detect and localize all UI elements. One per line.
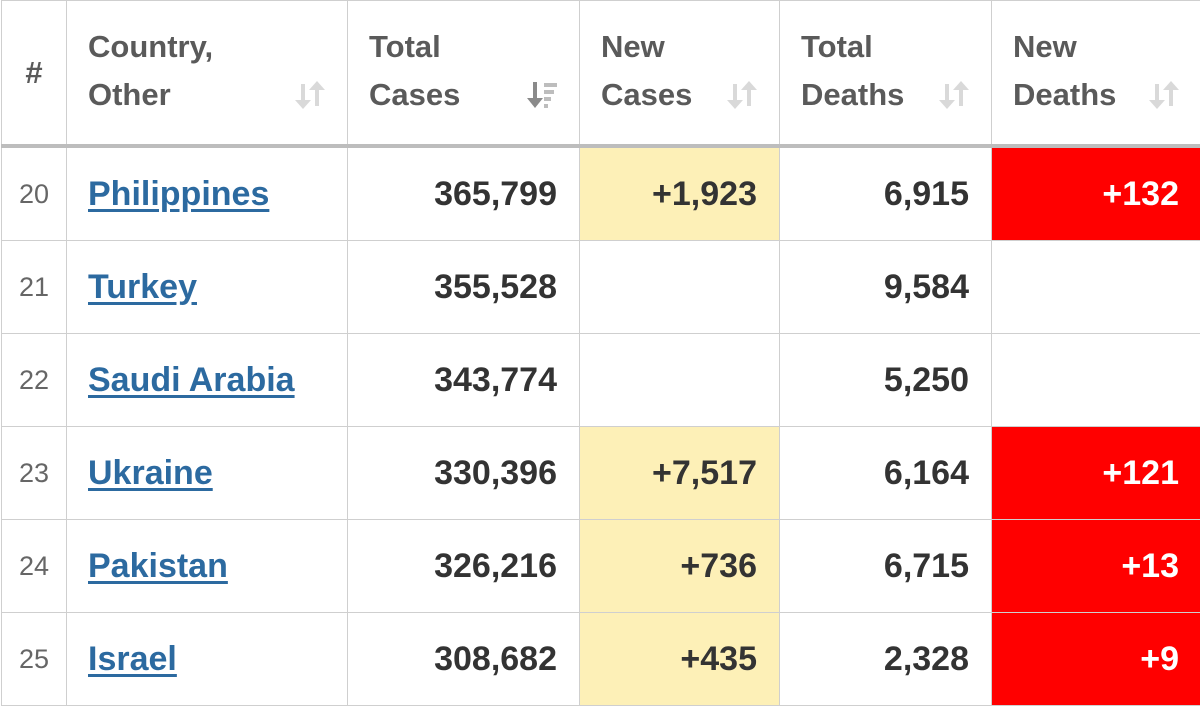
- table-row: 22 Saudi Arabia 343,774 5,250: [1, 333, 1200, 427]
- country-link[interactable]: Saudi Arabia: [88, 360, 295, 399]
- total-deaths-cell: 6,164: [779, 426, 992, 520]
- country-link[interactable]: Philippines: [88, 174, 270, 213]
- country-cell: Ukraine: [66, 426, 348, 520]
- header-country[interactable]: Country, Other: [66, 0, 348, 147]
- new-deaths-cell: +121: [991, 426, 1200, 520]
- new-cases-cell: [579, 240, 780, 334]
- country-link[interactable]: Turkey: [88, 267, 197, 306]
- rank-cell: 25: [1, 612, 67, 706]
- header-total-deaths[interactable]: Total Deaths: [779, 0, 992, 147]
- rank-cell: 22: [1, 333, 67, 427]
- sort-arrows-icon[interactable]: [725, 78, 759, 112]
- rank-cell: 23: [1, 426, 67, 520]
- total-cases-cell: 308,682: [347, 612, 580, 706]
- sort-descending-icon[interactable]: [525, 78, 559, 112]
- rank-cell: 20: [1, 145, 67, 241]
- header-total-cases[interactable]: Total Cases: [347, 0, 580, 147]
- country-link[interactable]: Ukraine: [88, 453, 213, 492]
- header-total-deaths-line1: Total: [801, 29, 873, 64]
- header-country-line2: Other: [88, 77, 171, 112]
- total-cases-cell: 355,528: [347, 240, 580, 334]
- header-row: # Country, Other Total Cases: [1, 0, 1200, 147]
- new-cases-cell: +1,923: [579, 145, 780, 241]
- header-new-deaths-line1: New: [1013, 29, 1077, 64]
- total-deaths-cell: 2,328: [779, 612, 992, 706]
- new-deaths-cell: [991, 333, 1200, 427]
- rank-cell: 21: [1, 240, 67, 334]
- sort-arrows-icon[interactable]: [293, 78, 327, 112]
- total-deaths-cell: 6,915: [779, 145, 992, 241]
- new-cases-cell: +435: [579, 612, 780, 706]
- header-total-deaths-line2: Deaths: [801, 77, 905, 112]
- new-deaths-cell: +9: [991, 612, 1200, 706]
- total-deaths-cell: 5,250: [779, 333, 992, 427]
- header-total-cases-line1: Total: [369, 29, 441, 64]
- total-cases-cell: 326,216: [347, 519, 580, 613]
- sort-arrows-icon[interactable]: [1147, 78, 1181, 112]
- new-deaths-cell: [991, 240, 1200, 334]
- country-cell: Philippines: [66, 145, 348, 241]
- total-deaths-cell: 9,584: [779, 240, 992, 334]
- header-total-cases-line2: Cases: [369, 77, 461, 112]
- header-rank[interactable]: #: [1, 0, 67, 147]
- header-new-deaths-line2: Deaths: [1013, 77, 1117, 112]
- header-country-line1: Country,: [88, 29, 214, 64]
- table-row: 24 Pakistan 326,216 +736 6,715 +13: [1, 519, 1200, 613]
- header-new-cases[interactable]: New Cases: [579, 0, 780, 147]
- table-row: 21 Turkey 355,528 9,584: [1, 240, 1200, 334]
- total-cases-cell: 365,799: [347, 145, 580, 241]
- new-cases-cell: +7,517: [579, 426, 780, 520]
- table-row: 20 Philippines 365,799 +1,923 6,915 +132: [1, 145, 1200, 241]
- header-new-deaths[interactable]: New Deaths: [991, 0, 1200, 147]
- total-deaths-cell: 6,715: [779, 519, 992, 613]
- country-cell: Turkey: [66, 240, 348, 334]
- header-new-cases-line1: New: [601, 29, 665, 64]
- table-row: 25 Israel 308,682 +435 2,328 +9: [1, 612, 1200, 706]
- new-cases-cell: +736: [579, 519, 780, 613]
- total-cases-cell: 330,396: [347, 426, 580, 520]
- new-deaths-cell: +132: [991, 145, 1200, 241]
- total-cases-cell: 343,774: [347, 333, 580, 427]
- sort-arrows-icon[interactable]: [937, 78, 971, 112]
- rank-cell: 24: [1, 519, 67, 613]
- header-new-cases-line2: Cases: [601, 77, 693, 112]
- country-cell: Pakistan: [66, 519, 348, 613]
- table-row: 23 Ukraine 330,396 +7,517 6,164 +121: [1, 426, 1200, 520]
- country-cell: Israel: [66, 612, 348, 706]
- new-cases-cell: [579, 333, 780, 427]
- header-rank-label: #: [25, 54, 43, 90]
- country-cell: Saudi Arabia: [66, 333, 348, 427]
- new-deaths-cell: +13: [991, 519, 1200, 613]
- country-link[interactable]: Israel: [88, 639, 177, 678]
- country-link[interactable]: Pakistan: [88, 546, 228, 585]
